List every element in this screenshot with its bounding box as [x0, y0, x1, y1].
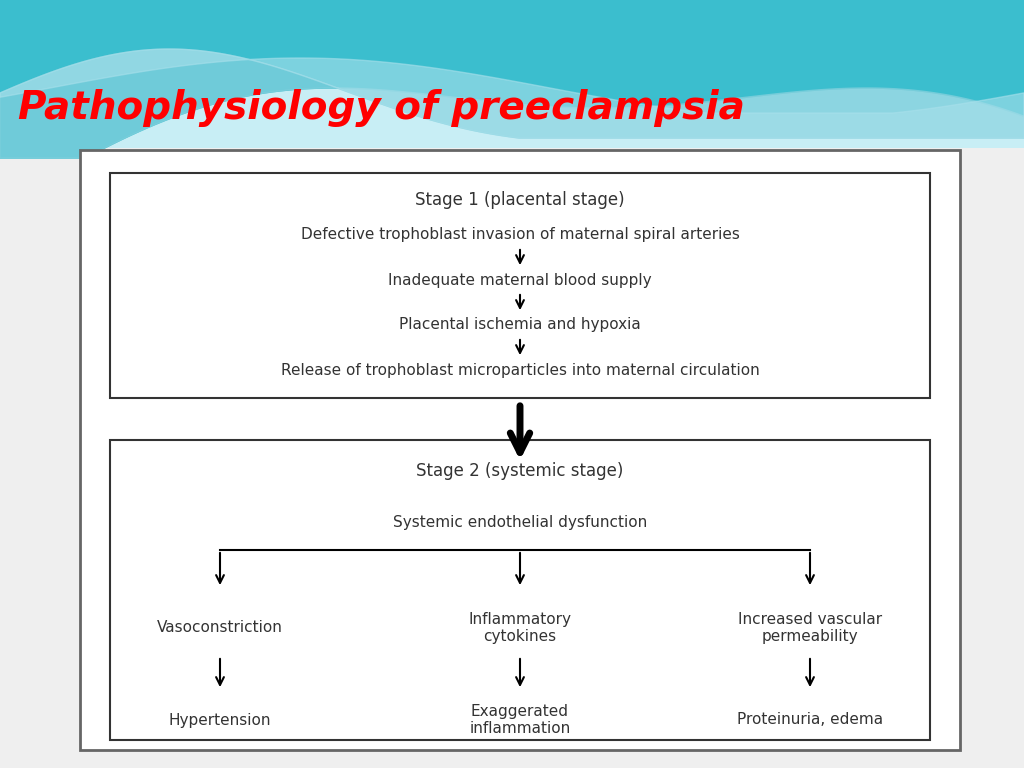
Text: Increased vascular
permeability: Increased vascular permeability: [738, 612, 882, 644]
Text: Inflammatory
cytokines: Inflammatory cytokines: [469, 612, 571, 644]
Text: Pathophysiology of preeclampsia: Pathophysiology of preeclampsia: [18, 89, 744, 127]
Bar: [110, 173, 930, 398]
Text: Stage 1 (placental stage): Stage 1 (placental stage): [415, 191, 625, 209]
Text: Hypertension: Hypertension: [169, 713, 271, 727]
Text: Vasoconstriction: Vasoconstriction: [157, 621, 283, 635]
Text: Stage 2 (systemic stage): Stage 2 (systemic stage): [417, 462, 624, 480]
Text: Inadequate maternal blood supply: Inadequate maternal blood supply: [388, 273, 652, 287]
Text: Placental ischemia and hypoxia: Placental ischemia and hypoxia: [399, 317, 641, 333]
Bar: [110, 440, 930, 740]
Text: Release of trophoblast microparticles into maternal circulation: Release of trophoblast microparticles in…: [281, 362, 760, 378]
Text: Systemic endothelial dysfunction: Systemic endothelial dysfunction: [393, 515, 647, 529]
Text: Defective trophoblast invasion of maternal spiral arteries: Defective trophoblast invasion of matern…: [301, 227, 739, 243]
Text: Exaggerated
inflammation: Exaggerated inflammation: [469, 703, 570, 737]
Bar: [80, 150, 961, 750]
Text: Proteinuria, edema: Proteinuria, edema: [737, 713, 883, 727]
Bar: [0, 0, 1024, 148]
